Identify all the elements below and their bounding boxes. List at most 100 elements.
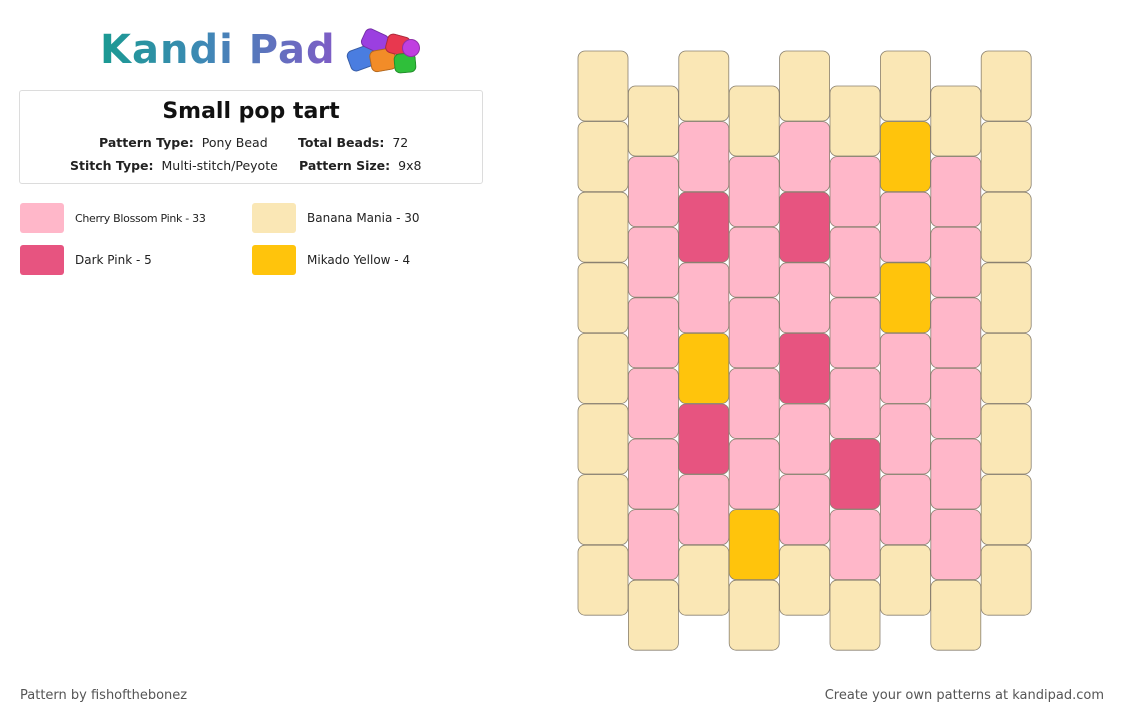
bead-banana-mania [930, 579, 982, 651]
bead-cherry-blossom-pink [930, 509, 982, 581]
bead-cherry-blossom-pink [678, 121, 730, 192]
bead-cherry-blossom-pink [880, 191, 931, 263]
bead-banana-mania [980, 403, 1032, 475]
bead-cherry-blossom-pink [779, 121, 830, 192]
pattern-size: Pattern Size: 9x8 [299, 158, 421, 173]
color-swatch [252, 245, 296, 275]
pattern-title: Small pop tart [162, 99, 340, 124]
stitch-type-label: Stitch Type: [70, 158, 154, 173]
bead-cherry-blossom-pink [880, 332, 931, 404]
stitch-type: Stitch Type: Multi-stitch/Peyote [70, 158, 278, 173]
pattern-size-label: Pattern Size: [299, 158, 391, 173]
color-swatch [20, 245, 64, 275]
bead-banana-mania [577, 544, 629, 616]
bead-cherry-blossom-pink [829, 226, 881, 298]
pattern-size-value: 9x8 [398, 158, 422, 173]
pattern-type-value: Pony Bead [201, 135, 268, 150]
pattern-info-card: Small pop tart Pattern Type: Pony Bead To… [19, 90, 483, 184]
pattern-type: Pattern Type: Pony Bead [99, 135, 268, 150]
bead-cherry-blossom-pink [628, 367, 679, 439]
bead-banana-mania [728, 85, 780, 157]
color-swatch [20, 203, 64, 233]
bead-banana-mania [829, 579, 881, 651]
bead-banana-mania [980, 474, 1032, 546]
bead-banana-mania [577, 121, 629, 192]
bead-cherry-blossom-pink [628, 226, 679, 298]
bead-cherry-blossom-pink [930, 367, 982, 439]
bead-cherry-blossom-pink [628, 156, 679, 228]
bead-banana-mania [980, 332, 1032, 404]
bead-mikado-yellow [678, 332, 730, 404]
bead-banana-mania [577, 50, 629, 122]
legend-label: Dark Pink - 5 [75, 253, 152, 267]
legend-item-dark-pink: Dark Pink - 5 [20, 244, 152, 276]
bead-banana-mania [628, 85, 679, 157]
total-beads-label: Total Beads: [298, 135, 385, 150]
bead-dark-pink [678, 403, 730, 475]
bead-cherry-blossom-pink [829, 367, 881, 439]
bead-cherry-blossom-pink [628, 509, 679, 581]
bead-banana-mania [577, 403, 629, 475]
bead-cherry-blossom-pink [628, 297, 679, 369]
bead-banana-mania [678, 544, 730, 616]
pattern-type-label: Pattern Type: [99, 135, 194, 150]
bead-cherry-blossom-pink [880, 474, 931, 546]
bead-banana-mania [880, 50, 931, 122]
legend-label: Mikado Yellow - 4 [307, 253, 411, 267]
bead-dark-pink [829, 438, 881, 510]
bead-cherry-blossom-pink [930, 226, 982, 298]
bead-cherry-blossom-pink [779, 403, 830, 475]
total-beads: Total Beads: 72 [298, 135, 408, 150]
bead-banana-mania [980, 544, 1032, 616]
bead-cherry-blossom-pink [829, 156, 881, 228]
bead-mikado-yellow [880, 121, 931, 192]
bead-banana-mania [980, 191, 1032, 263]
logo-text: Kandi Pad [100, 27, 336, 73]
legend-label: Cherry Blossom Pink - 33 [75, 211, 206, 225]
stitch-type-value: Multi-stitch/Peyote [161, 158, 278, 173]
bead-cherry-blossom-pink [728, 156, 780, 228]
bead-cherry-blossom-pink [678, 262, 730, 334]
legend-label: Banana Mania - 30 [307, 211, 420, 225]
bead-banana-mania [829, 85, 881, 157]
bead-cherry-blossom-pink [930, 438, 982, 510]
bead-cherry-blossom-pink [829, 297, 881, 369]
bead-cherry-blossom-pink [880, 403, 931, 475]
bead-cherry-blossom-pink [628, 438, 679, 510]
bead-banana-mania [779, 544, 830, 616]
bead-banana-mania [577, 332, 629, 404]
bead-banana-mania [779, 50, 830, 122]
bead-dark-pink [779, 191, 830, 263]
bead-mikado-yellow [728, 509, 780, 581]
bead-cherry-blossom-pink [728, 297, 780, 369]
bead-cherry-blossom-pink [829, 509, 881, 581]
bead-banana-mania [577, 474, 629, 546]
bead-cherry-blossom-pink [779, 474, 830, 546]
bead-banana-mania [728, 579, 780, 651]
bead-cherry-blossom-pink [779, 262, 830, 334]
bead-dark-pink [678, 191, 730, 263]
bead-banana-mania [577, 262, 629, 334]
bead-mikado-yellow [880, 262, 931, 334]
legend-item-mikado-yellow: Mikado Yellow - 4 [252, 244, 410, 276]
create-patterns-link[interactable]: Create your own patterns at kandipad.com [824, 688, 1104, 703]
pattern-author: Pattern by fishofthebonez [20, 688, 188, 703]
bead-cherry-blossom-pink [728, 367, 780, 439]
bead-banana-mania [980, 121, 1032, 192]
bead-cherry-blossom-pink [728, 226, 780, 298]
legend-item-cherry-blossom-pink: Cherry Blossom Pink - 33 [20, 202, 206, 234]
bead-cherry-blossom-pink [930, 297, 982, 369]
total-beads-value: 72 [392, 135, 409, 150]
kandipad-logo[interactable]: Kandi Pad [100, 24, 422, 76]
bead-banana-mania [628, 579, 679, 651]
bead-banana-mania [930, 85, 982, 157]
bead-cherry-blossom-pink [678, 474, 730, 546]
bead-banana-mania [880, 544, 931, 616]
legend-item-banana-mania: Banana Mania - 30 [252, 202, 420, 234]
bead-cherry-blossom-pink [728, 438, 780, 510]
bead-dark-pink [779, 332, 830, 404]
bead-banana-mania [678, 50, 730, 122]
bead-cherry-blossom-pink [930, 156, 982, 228]
color-swatch [252, 203, 296, 233]
